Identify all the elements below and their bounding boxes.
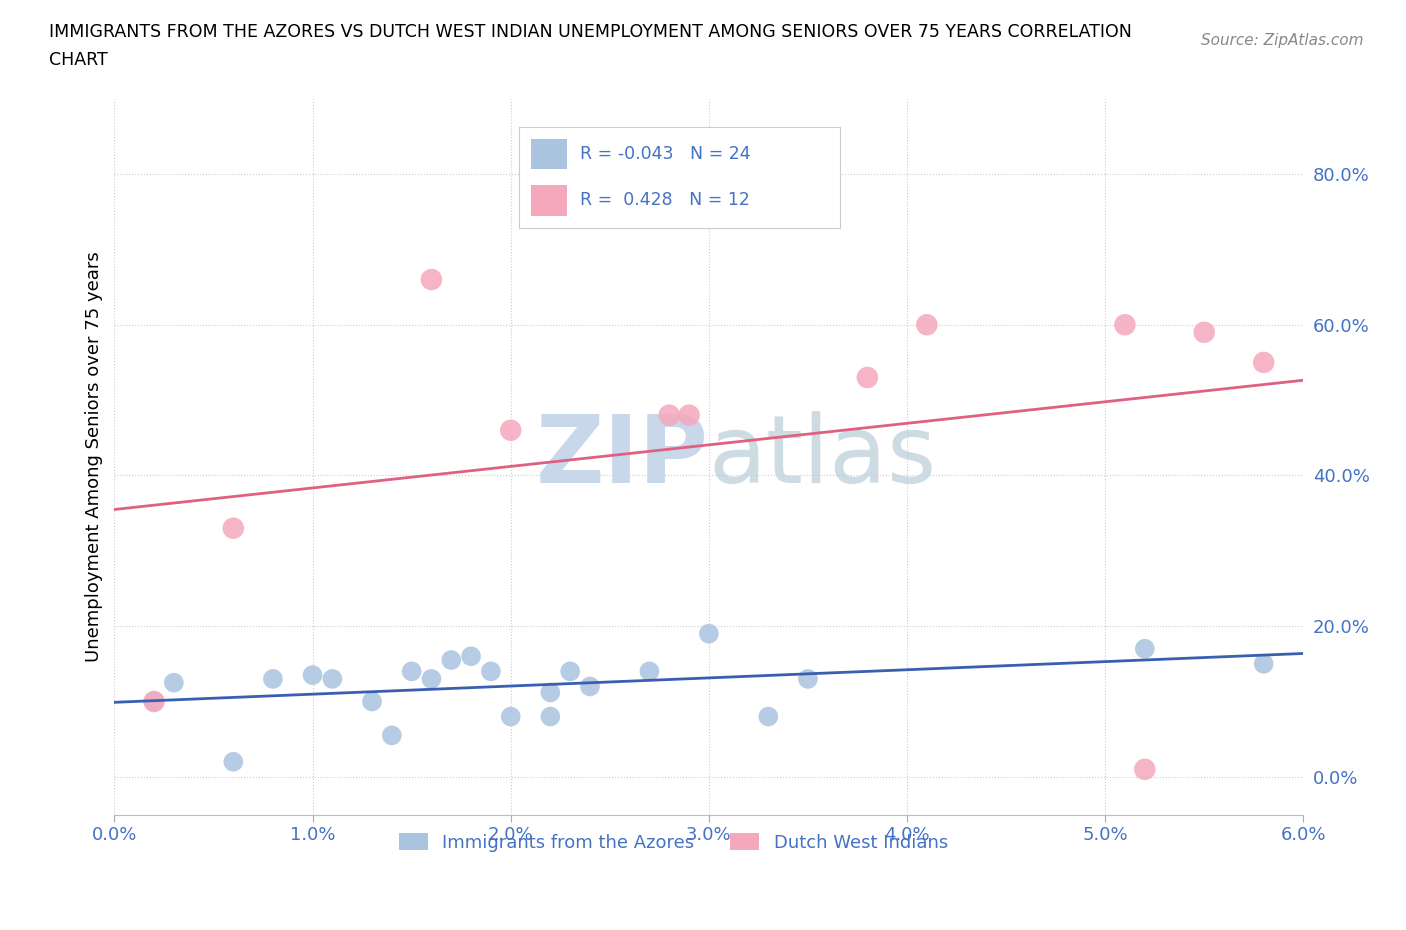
Point — [222, 521, 245, 536]
Point — [479, 664, 502, 679]
Point — [143, 694, 166, 709]
Point — [538, 685, 561, 700]
Point — [797, 671, 820, 686]
Point — [301, 668, 323, 683]
Point — [222, 754, 245, 769]
Point — [1253, 657, 1275, 671]
Point — [856, 370, 879, 385]
Point — [538, 710, 561, 724]
Text: IMMIGRANTS FROM THE AZORES VS DUTCH WEST INDIAN UNEMPLOYMENT AMONG SENIORS OVER : IMMIGRANTS FROM THE AZORES VS DUTCH WEST… — [49, 23, 1132, 41]
Point — [420, 272, 443, 287]
Point — [361, 694, 384, 709]
Point — [381, 728, 404, 743]
Text: CHART: CHART — [49, 51, 108, 69]
Point — [143, 694, 166, 709]
Text: Source: ZipAtlas.com: Source: ZipAtlas.com — [1201, 33, 1364, 47]
Point — [579, 679, 602, 694]
Point — [401, 664, 423, 679]
Point — [560, 664, 582, 679]
Point — [638, 664, 661, 679]
Point — [756, 710, 779, 724]
Point — [460, 649, 482, 664]
Legend: Immigrants from the Azores, Dutch West Indians: Immigrants from the Azores, Dutch West I… — [391, 826, 955, 859]
Point — [163, 675, 186, 690]
Point — [440, 653, 463, 668]
Point — [1192, 325, 1215, 339]
Point — [420, 671, 443, 686]
Point — [1133, 642, 1156, 657]
Point — [321, 671, 343, 686]
Point — [1253, 355, 1275, 370]
Text: ZIP: ZIP — [536, 411, 709, 502]
Point — [262, 671, 284, 686]
Point — [499, 710, 522, 724]
Y-axis label: Unemployment Among Seniors over 75 years: Unemployment Among Seniors over 75 years — [86, 251, 103, 662]
Point — [499, 423, 522, 438]
Text: atlas: atlas — [709, 411, 938, 502]
Point — [658, 407, 681, 422]
Point — [1133, 762, 1156, 777]
Point — [915, 317, 938, 332]
Point — [697, 626, 720, 641]
Point — [1114, 317, 1136, 332]
Point — [678, 407, 700, 422]
